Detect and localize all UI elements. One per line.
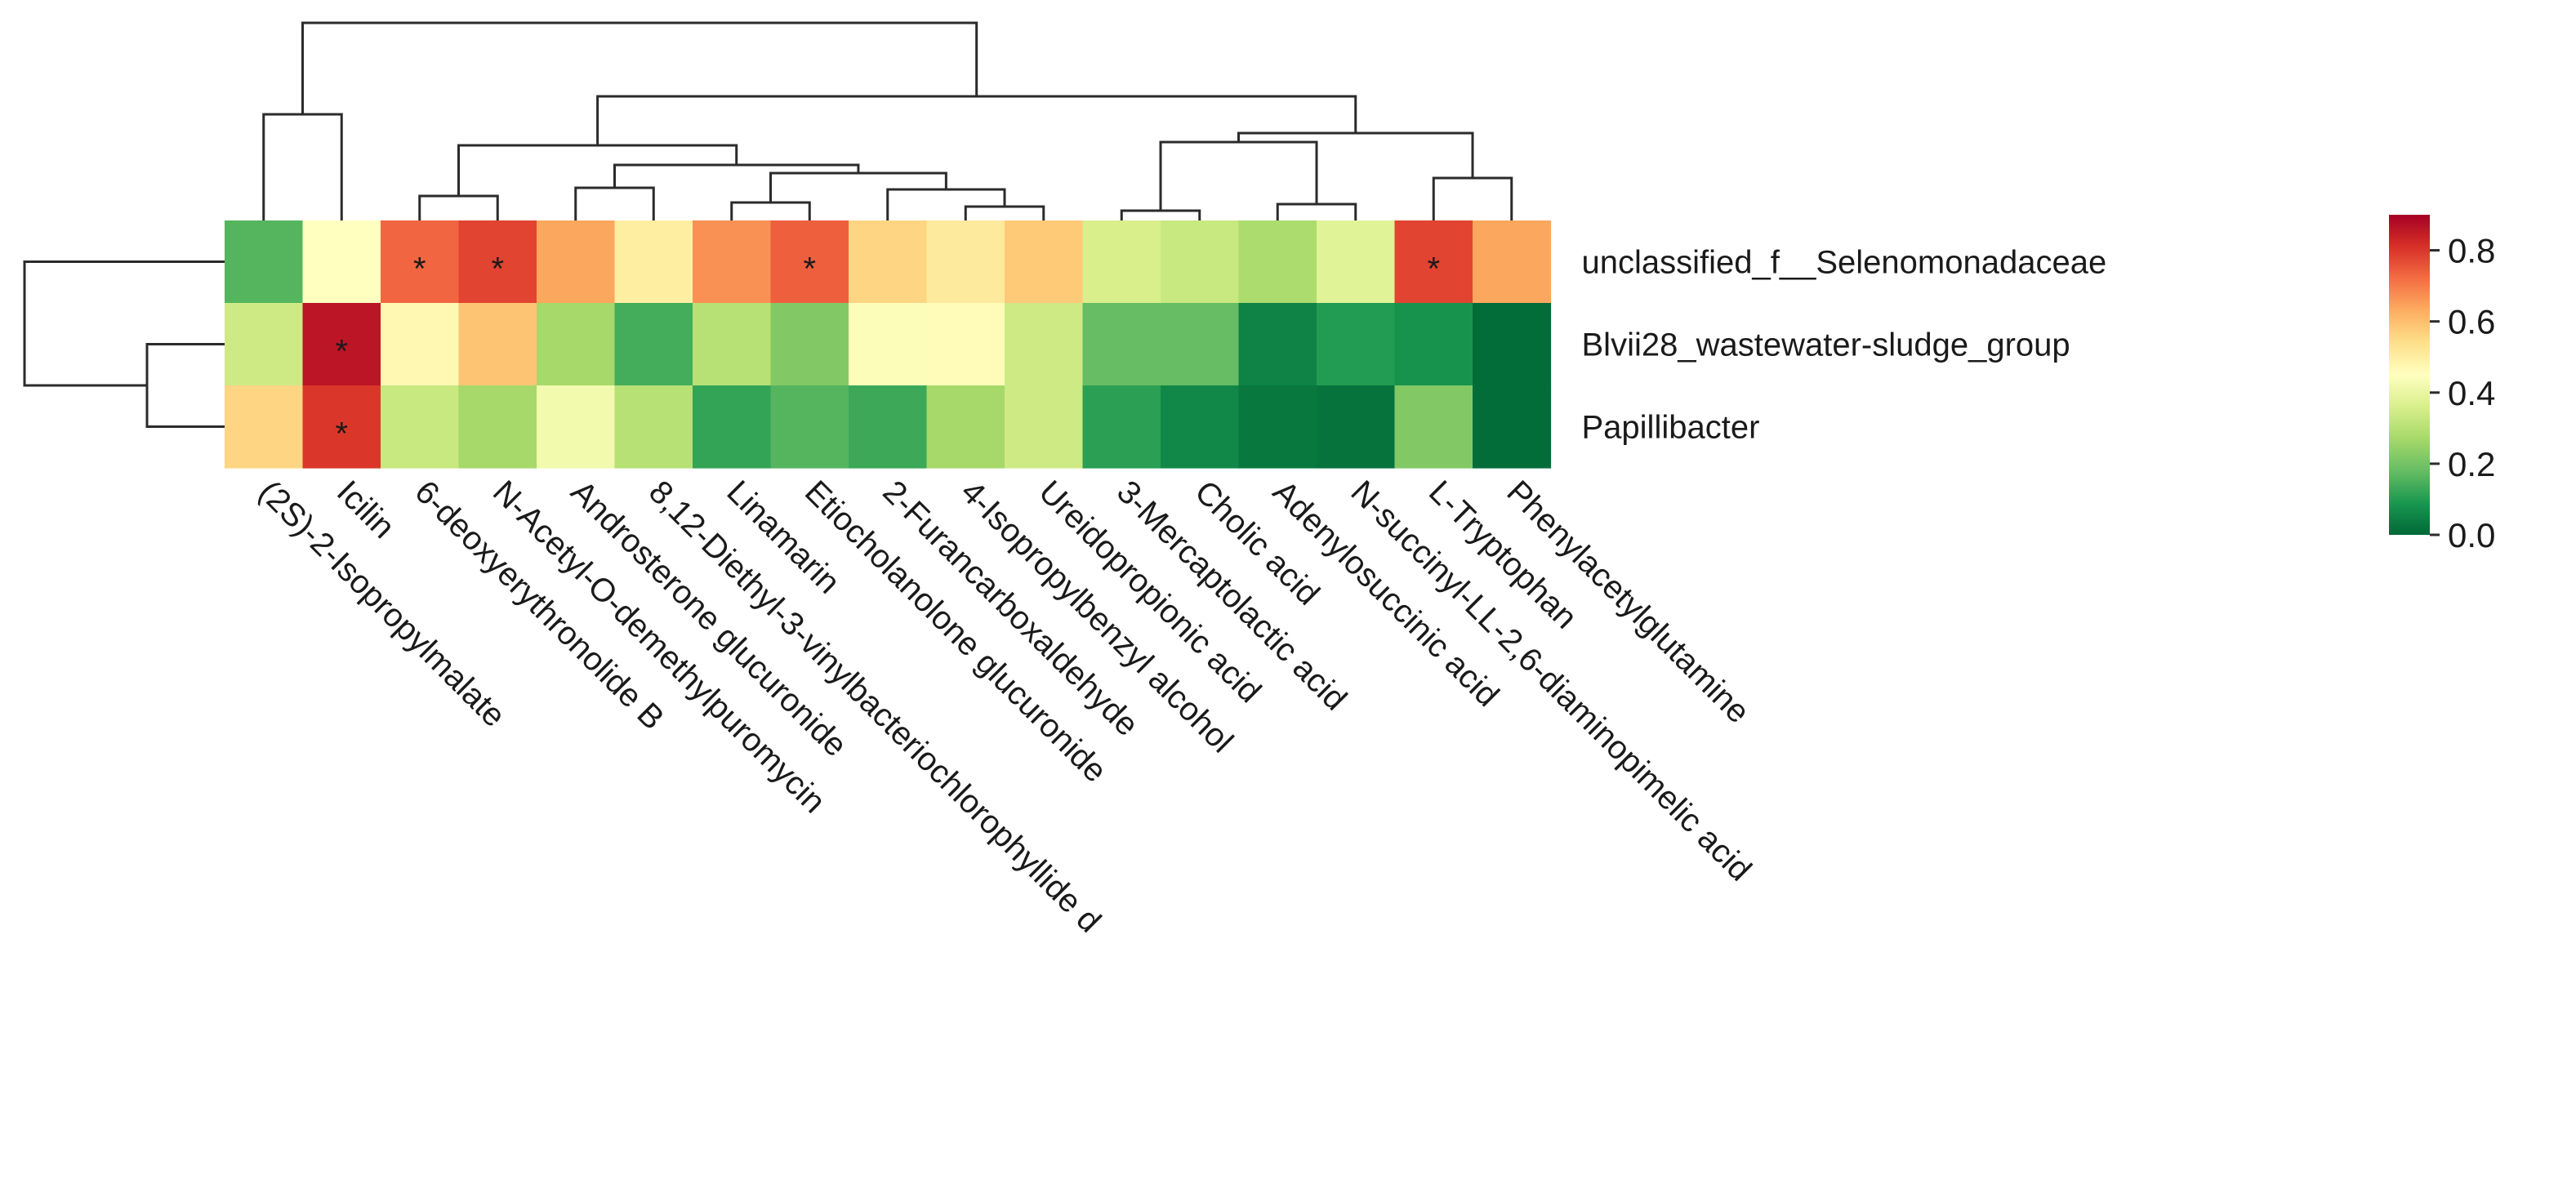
heatmap-cell	[225, 385, 304, 469]
significance-mark: *	[491, 251, 504, 287]
heatmap-cell	[693, 303, 772, 386]
heatmap-cell	[770, 303, 849, 386]
dendrogram-link	[964, 205, 1045, 220]
colorbar-tick-label: 0.6	[2448, 303, 2495, 341]
heatmap-cell	[1082, 303, 1161, 386]
heatmap-cell	[458, 220, 537, 304]
significance-mark: *	[413, 251, 426, 287]
heatmap-cell	[614, 385, 693, 469]
heatmap-cell	[225, 303, 304, 386]
dendrogram-link	[1237, 131, 1474, 178]
colorbar: 0.0 0.2 0.4 0.6 0.8	[2389, 215, 2495, 554]
heatmap-cell	[770, 220, 849, 304]
dendrogram-link	[613, 163, 860, 188]
heatmap-cell	[693, 220, 772, 304]
heatmap-cell	[302, 303, 381, 386]
dendrogram-link	[574, 186, 655, 220]
heatmap-cell	[1394, 385, 1473, 469]
heatmap-cell	[1473, 220, 1552, 304]
dendrogram-link	[23, 260, 225, 387]
dendrogram-link	[596, 95, 1357, 145]
heatmap-cell	[537, 303, 616, 386]
heatmap-cell	[1473, 385, 1552, 469]
significance-mark: *	[1427, 251, 1440, 287]
colorbar-tick-label: 0.8	[2448, 232, 2495, 270]
heatmap-cell	[1005, 385, 1084, 469]
heatmap-cell	[537, 385, 616, 469]
dendrogram-link	[418, 194, 499, 220]
heatmap-cell	[1394, 220, 1473, 304]
colorbar-tick-label: 0.4	[2448, 374, 2495, 412]
row-label: Blvii28_wastewater-sludge_group	[1582, 327, 2070, 363]
heatmap-cell	[1005, 220, 1084, 304]
heatmap-cell	[849, 385, 928, 469]
heatmap-cell	[1238, 385, 1317, 469]
heatmap-cell	[1317, 303, 1396, 386]
heatmap-cell	[926, 303, 1005, 386]
heatmap-cell	[1317, 385, 1396, 469]
heatmap-cell	[1317, 220, 1396, 304]
colorbar-ticks: 0.0 0.2 0.4 0.6 0.8	[2430, 232, 2495, 554]
heatmap-cell	[693, 385, 772, 469]
dendrogram-link	[1276, 203, 1357, 220]
heatmap-cell	[225, 220, 304, 304]
significance-marks: * * * * * *	[335, 251, 1440, 452]
dendrogram-link	[145, 343, 225, 428]
heatmap-cell	[770, 385, 849, 469]
dendrogram-link	[1120, 209, 1201, 220]
dendrogram-link	[769, 171, 947, 203]
heatmap-cell	[1082, 385, 1161, 469]
heatmap-cell	[302, 385, 381, 469]
heatmap-cell	[381, 220, 460, 304]
dendrogram-link	[301, 21, 978, 114]
colorbar-tick-label: 0.0	[2448, 516, 2495, 554]
heatmap-cell	[1082, 220, 1161, 304]
row-dendrogram	[23, 260, 225, 428]
colorbar-gradient	[2389, 215, 2430, 535]
dendrogram-link	[1432, 176, 1513, 220]
heatmap-cell	[614, 303, 693, 386]
heatmap-cell	[849, 220, 928, 304]
heatmap-cell	[1394, 303, 1473, 386]
heatmap-cell	[1238, 303, 1317, 386]
heatmap-cell	[849, 303, 928, 386]
column-label: Icilin	[330, 474, 402, 545]
heatmap-cell	[1473, 303, 1552, 386]
heatmap-cell	[1161, 220, 1240, 304]
heatmap-cell	[1005, 303, 1084, 386]
significance-mark: *	[803, 251, 816, 287]
heatmap-cell	[1238, 220, 1317, 304]
heatmap-cell	[614, 220, 693, 304]
significance-mark: *	[335, 416, 348, 452]
heatmap-cell	[926, 385, 1005, 469]
heatmap-cell	[458, 385, 537, 469]
dendrogram-link	[1159, 140, 1318, 211]
dendrogram-link	[262, 113, 343, 220]
row-label: Papillibacter	[1582, 410, 1760, 446]
colorbar-tick-label: 0.2	[2448, 445, 2495, 483]
column-dendrogram	[262, 21, 1513, 220]
heatmap-cell	[458, 303, 537, 386]
heatmap-cell	[1161, 303, 1240, 386]
significance-mark: *	[335, 334, 348, 370]
heatmap-cell	[381, 385, 460, 469]
dendrogram-link	[730, 201, 811, 220]
row-labels: unclassified_f__Selenomonadaceae Blvii28_…	[1582, 245, 2107, 446]
row-label: unclassified_f__Selenomonadaceae	[1582, 245, 2107, 281]
dendrogram-link	[886, 188, 1006, 220]
heatmap-cell	[537, 220, 616, 304]
heatmap-cell	[302, 220, 381, 304]
heatmap-cell	[926, 220, 1005, 304]
heatmap-cells	[225, 220, 1552, 469]
heatmap-cell	[1161, 385, 1240, 469]
heatmap-cell	[381, 303, 460, 386]
